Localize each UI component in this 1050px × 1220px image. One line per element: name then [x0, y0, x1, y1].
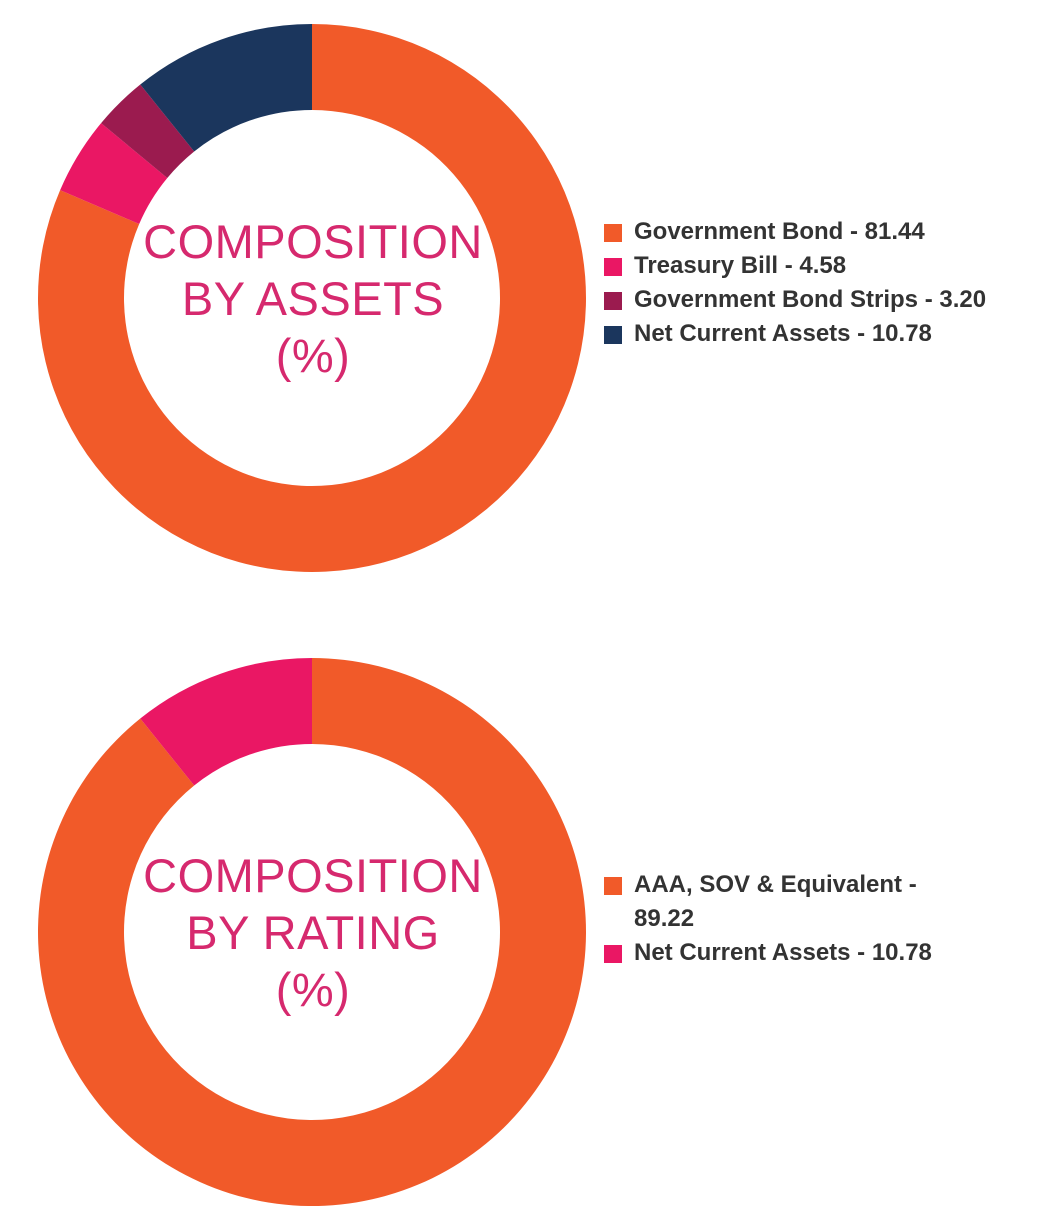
donut-slice-government-bond [37, 24, 587, 572]
assets-title-line-1: COMPOSITION [143, 214, 483, 268]
legend-item-net-current-assets: Net Current Assets - 10.78 [604, 317, 1044, 351]
donut-slice-treasury-bill [60, 123, 168, 224]
legend-swatch [604, 224, 622, 242]
rating-composition-chart: COMPOSITION BY RATING (%) AAA, SOV & Equ… [0, 652, 1050, 1212]
rating-center-title: COMPOSITION BY RATING (%) [93, 652, 533, 1212]
assets-title-line-3: (%) [275, 328, 351, 382]
assets-title-line-2: BY ASSETS [181, 271, 445, 325]
rating-legend: AAA, SOV & Equivalent - 89.22 Net Curren… [604, 868, 1044, 970]
legend-label: Net Current Assets - 10.78 [634, 939, 932, 966]
donut-slice-aaa-sov-equivalent [37, 658, 586, 1206]
rating-title-line-1: COMPOSITION [143, 848, 483, 902]
assets-composition-chart: COMPOSITION BY ASSETS (%) Government Bon… [0, 18, 1050, 578]
assets-legend: Government Bond - 81.44 Treasury Bill - … [604, 215, 1044, 351]
legend-swatch [604, 945, 622, 963]
assets-center-title: COMPOSITION BY ASSETS (%) [93, 18, 533, 578]
rating-title-line-3: (%) [275, 962, 351, 1016]
legend-label-continuation: 89.22 [634, 905, 695, 932]
legend-item-net-current-assets: Net Current Assets - 10.78 [604, 936, 1044, 970]
rating-title-line-2: BY RATING [186, 905, 440, 959]
legend-item-aaa-sov-equivalent: AAA, SOV & Equivalent - 89.22 [604, 868, 1044, 936]
legend-swatch [604, 326, 622, 344]
legend-label: Net Current Assets - 10.78 [634, 320, 932, 347]
legend-label: Treasury Bill - 4.58 [634, 252, 847, 279]
legend-label: AAA, SOV & Equivalent - [634, 871, 917, 898]
legend-swatch [604, 258, 622, 276]
legend-label: Government Bond - 81.44 [634, 218, 925, 245]
legend-item-government-bond: Government Bond - 81.44 [604, 215, 1044, 249]
legend-label: Government Bond Strips - 3.20 [634, 286, 987, 313]
assets-donut [37, 24, 587, 572]
rating-donut [37, 658, 586, 1206]
legend-item-government-bond-strips: Government Bond Strips - 3.20 [604, 283, 1044, 317]
donut-slice-net-current-assets [140, 24, 312, 152]
donut-slice-net-current-assets [140, 658, 312, 786]
donut-slice-government-bond-strips [101, 84, 195, 178]
legend-swatch [604, 292, 622, 310]
legend-item-treasury-bill: Treasury Bill - 4.58 [604, 249, 1044, 283]
legend-swatch [604, 877, 622, 895]
